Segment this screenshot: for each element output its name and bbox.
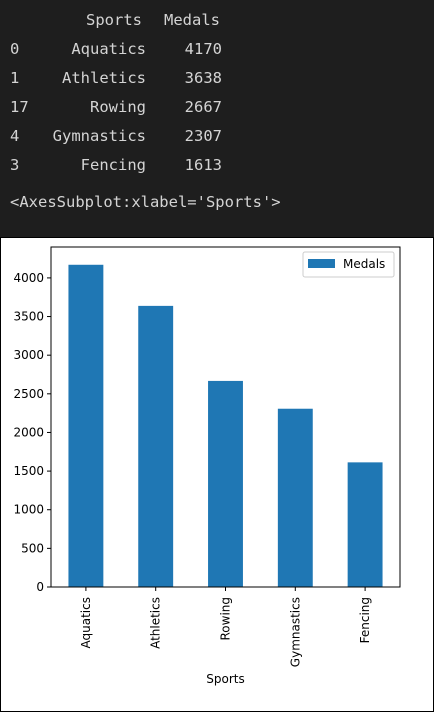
bar-athletics <box>138 305 174 587</box>
row-index: 0 <box>10 40 20 58</box>
x-tick-label: Aquatics <box>79 597 93 648</box>
bar-aquatics <box>68 264 104 587</box>
x-axis-label: Sports <box>206 672 244 686</box>
legend-label: Medals <box>343 257 385 271</box>
row-medals: 3638 <box>184 69 222 87</box>
y-tick-label: 3000 <box>13 348 44 362</box>
bar-rowing <box>208 380 243 587</box>
cell-output: Sports Medals 0 Aquatics 4170 1 Athletic… <box>0 0 434 237</box>
y-tick-label: 1500 <box>13 464 44 478</box>
bar-fencing <box>347 462 383 587</box>
row-index: 17 <box>10 98 29 116</box>
y-tick-label: 0 <box>36 580 44 594</box>
bar-chart: 0 500 1000 1500 2000 2500 3000 3500 4000 Aquatic… <box>13 246 401 686</box>
row-sport: Aquatics <box>71 40 146 58</box>
y-tick-label: 2500 <box>13 387 44 401</box>
bar-gymnastics <box>277 408 313 587</box>
row-index: 1 <box>10 69 20 87</box>
x-tick-label: Fencing <box>358 597 372 643</box>
legend-box <box>302 251 395 278</box>
row-index: 4 <box>10 127 20 145</box>
row-index: 3 <box>10 156 20 174</box>
x-tick-label: Rowing <box>219 597 233 641</box>
plot-output: 0 500 1000 1500 2000 2500 3000 3500 4000 Aquatic… <box>0 237 434 712</box>
axes-repr: <AxesSubplot:xlabel='Sports'> <box>10 193 281 211</box>
row-medals: 1613 <box>184 156 222 174</box>
row-sport: Gymnastics <box>52 127 146 145</box>
x-tick-label: Gymnastics <box>288 597 302 667</box>
row-medals: 2667 <box>184 98 222 116</box>
row-sport: Athletics <box>62 69 146 87</box>
y-tick-label: 4000 <box>13 271 44 285</box>
axes-frame <box>50 246 401 588</box>
x-tick-label: Athletics <box>149 597 163 649</box>
y-tick-label: 1000 <box>13 503 44 517</box>
row-sport: Fencing <box>80 156 146 174</box>
column-header-sports: Sports <box>86 11 142 29</box>
row-sport: Rowing <box>90 98 146 116</box>
row-medals: 2307 <box>184 127 222 145</box>
y-tick-label: 3500 <box>13 310 44 324</box>
y-tick-label: 2000 <box>13 425 44 439</box>
legend: Medals <box>302 251 395 278</box>
row-medals: 4170 <box>184 40 222 58</box>
y-tick-label: 500 <box>21 541 44 555</box>
column-header-medals: Medals <box>164 11 220 29</box>
legend-swatch <box>308 259 335 268</box>
